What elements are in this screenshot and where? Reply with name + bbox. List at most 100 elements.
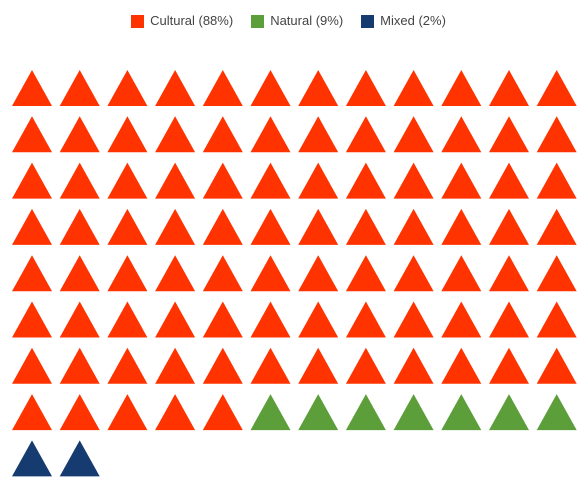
waffle-triangle-cultural — [59, 301, 100, 338]
waffle-triangle-cultural — [12, 347, 52, 384]
legend-swatch-mixed — [361, 14, 375, 28]
waffle-triangle-cultural — [155, 301, 196, 338]
waffle-triangle-cultural — [12, 162, 52, 199]
waffle-triangle-cultural — [345, 116, 386, 153]
waffle-triangle-natural — [393, 394, 434, 431]
waffle-triangle-cultural — [202, 394, 243, 431]
waffle-triangle-cultural — [441, 208, 482, 245]
legend-item-mixed[interactable]: Mixed (2%) — [361, 12, 446, 30]
legend-item-natural[interactable]: Natural (9%) — [251, 12, 343, 30]
waffle-triangle-cultural — [536, 347, 577, 384]
waffle-triangle-cultural — [298, 255, 339, 292]
waffle-triangle-cultural — [250, 116, 291, 153]
waffle-triangle-cultural — [441, 255, 482, 292]
waffle-triangle-cultural — [393, 301, 434, 338]
waffle-triangle-natural — [250, 394, 291, 431]
waffle-triangle-cultural — [107, 394, 148, 431]
waffle-triangle-cultural — [345, 70, 386, 106]
waffle-triangle-cultural — [345, 162, 386, 199]
waffle-triangle-cultural — [107, 162, 148, 199]
waffle-triangle-cultural — [536, 162, 577, 199]
waffle-triangle-natural — [536, 394, 577, 431]
waffle-triangle-cultural — [489, 301, 529, 338]
waffle-triangle-cultural — [155, 255, 196, 292]
waffle-triangle-cultural — [345, 208, 386, 245]
waffle-triangle-cultural — [107, 347, 148, 384]
waffle-triangle-cultural — [441, 116, 482, 153]
waffle-triangle-cultural — [250, 208, 291, 245]
waffle-triangle-cultural — [536, 255, 577, 292]
waffle-triangle-cultural — [536, 208, 577, 245]
waffle-triangle-cultural — [202, 208, 243, 245]
waffle-triangle-cultural — [298, 116, 339, 153]
waffle-triangle-cultural — [155, 347, 196, 384]
waffle-triangle-cultural — [298, 301, 339, 338]
waffle-triangle-cultural — [59, 70, 100, 106]
waffle-triangle-cultural — [250, 162, 291, 199]
waffle-triangle-cultural — [250, 70, 291, 106]
waffle-triangle-cultural — [59, 394, 100, 431]
waffle-triangle-cultural — [59, 347, 100, 384]
waffle-triangle-cultural — [107, 116, 148, 153]
waffle-triangle-cultural — [155, 70, 196, 106]
waffle-triangle-cultural — [393, 162, 434, 199]
waffle-triangle-cultural — [345, 255, 386, 292]
waffle-triangle-cultural — [12, 255, 52, 292]
waffle-triangle-cultural — [107, 301, 148, 338]
waffle-triangle-cultural — [393, 208, 434, 245]
waffle-triangle-cultural — [441, 347, 482, 384]
legend-label-natural: Natural (9%) — [270, 13, 344, 28]
waffle-triangle-cultural — [59, 116, 100, 153]
waffle-triangle-natural — [441, 394, 482, 431]
legend-swatch-cultural — [131, 14, 145, 28]
waffle-triangle-cultural — [393, 347, 434, 384]
legend-label-mixed: Mixed (2%) — [380, 13, 446, 28]
waffle-triangle-cultural — [202, 70, 243, 106]
waffle-triangle-cultural — [393, 116, 434, 153]
waffle-triangle-natural — [298, 394, 339, 431]
waffle-triangle-cultural — [59, 162, 100, 199]
waffle-triangle-cultural — [489, 255, 529, 292]
waffle-triangle-cultural — [12, 116, 52, 153]
waffle-triangle-cultural — [59, 255, 100, 292]
waffle-triangle-cultural — [536, 301, 577, 338]
waffle-triangle-cultural — [250, 255, 291, 292]
waffle-triangle-cultural — [155, 116, 196, 153]
waffle-triangle-cultural — [298, 347, 339, 384]
waffle-triangle-cultural — [12, 394, 52, 431]
legend-label-cultural: Cultural (88%) — [150, 13, 234, 28]
waffle-triangle-natural — [489, 394, 529, 431]
waffle-triangle-cultural — [107, 208, 148, 245]
waffle-triangle-cultural — [298, 208, 339, 245]
waffle-triangle-cultural — [393, 70, 434, 106]
waffle-triangle-cultural — [345, 301, 386, 338]
waffle-triangle-cultural — [155, 208, 196, 245]
chart-legend: Cultural (88%) Natural (9%) Mixed (2%) — [0, 12, 577, 30]
waffle-triangle-cultural — [441, 301, 482, 338]
waffle-triangle-cultural — [12, 301, 52, 338]
waffle-triangle-natural — [345, 394, 386, 431]
waffle-triangle-cultural — [489, 162, 529, 199]
legend-swatch-natural — [251, 14, 265, 28]
waffle-triangle-cultural — [202, 162, 243, 199]
waffle-triangle-cultural — [12, 70, 52, 106]
waffle-triangle-cultural — [489, 70, 529, 106]
waffle-triangle-cultural — [345, 347, 386, 384]
legend-item-cultural[interactable]: Cultural (88%) — [131, 12, 233, 30]
waffle-triangle-cultural — [441, 162, 482, 199]
waffle-triangle-cultural — [202, 116, 243, 153]
waffle-triangle-cultural — [298, 162, 339, 199]
waffle-triangle-cultural — [393, 255, 434, 292]
waffle-triangle-cultural — [489, 208, 529, 245]
waffle-triangle-cultural — [107, 70, 148, 106]
waffle-triangle-cultural — [202, 347, 243, 384]
waffle-triangle-cultural — [59, 208, 100, 245]
waffle-triangle-cultural — [12, 208, 52, 245]
waffle-triangle-cultural — [536, 116, 577, 153]
waffle-triangle-cultural — [155, 162, 196, 199]
waffle-triangle-cultural — [250, 347, 291, 384]
waffle-triangle-cultural — [298, 70, 339, 106]
waffle-triangle-cultural — [489, 116, 529, 153]
